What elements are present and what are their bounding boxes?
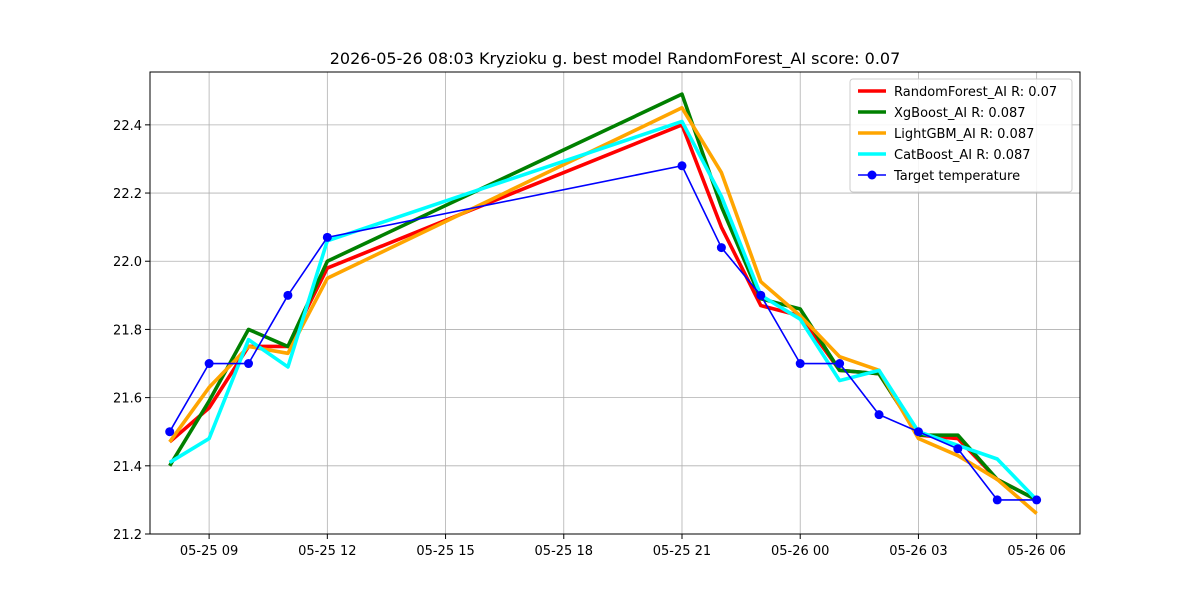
series-line (168, 123, 1038, 502)
x-tick-label: 05-26 03 (889, 544, 947, 559)
data-point (244, 359, 254, 369)
legend-label: RandomForest_AI R: 0.07 (894, 85, 1057, 100)
data-point (756, 290, 766, 300)
y-axis: 21.2 21.4 21.6 21.8 22.0 22.2 22.4 (113, 119, 150, 543)
data-point (795, 359, 805, 369)
legend-label: CatBoost_AI R: 0.087 (894, 148, 1031, 163)
x-tick-label: 05-26 00 (771, 544, 829, 559)
data-point (322, 232, 332, 242)
chart-title: 2026-05-26 08:03 Kryzioku g. best model … (330, 49, 901, 69)
legend-item: RandomForest_AI R: 0.07 (858, 85, 1057, 100)
data-point (716, 243, 726, 253)
x-tick-label: 05-25 12 (298, 544, 356, 559)
legend-label: Target temperature (893, 169, 1020, 184)
x-tick-label: 05-25 15 (416, 544, 474, 559)
data-point (992, 495, 1002, 505)
data-point (1032, 495, 1042, 505)
y-tick-label: 21.2 (113, 528, 142, 543)
y-tick-label: 21.4 (113, 460, 142, 475)
data-point (953, 444, 963, 454)
data-point (204, 359, 214, 369)
data-point (835, 359, 845, 369)
y-tick-label: 21.6 (113, 392, 142, 407)
legend-box (849, 78, 1073, 193)
data-point (283, 290, 293, 300)
legend-marker (867, 170, 877, 180)
legend-item: LightGBM_AI R: 0.087 (858, 127, 1034, 142)
legend-item: CatBoost_AI R: 0.087 (858, 148, 1031, 163)
legend-label: LightGBM_AI R: 0.087 (894, 127, 1034, 142)
x-tick-label: 05-26 06 (1007, 544, 1065, 559)
data-point (913, 427, 923, 437)
data-point (677, 161, 687, 171)
series-layer (165, 92, 1042, 515)
series-4 (165, 161, 1042, 505)
legend-label: XgBoost_AI R: 0.087 (894, 106, 1026, 121)
y-tick-label: 22.0 (113, 255, 142, 270)
y-tick-label: 21.8 (113, 323, 142, 338)
x-axis: 05-25 09 05-25 12 05-25 15 05-25 18 05-25 21… (180, 534, 1066, 559)
y-tick-label: 22.2 (113, 187, 142, 202)
x-tick-label: 05-25 21 (653, 544, 711, 559)
series-0 (168, 123, 1038, 502)
x-tick-label: 05-25 18 (535, 544, 593, 559)
data-point (165, 427, 175, 437)
y-tick-label: 22.4 (113, 119, 142, 134)
data-point (874, 410, 884, 420)
legend: RandomForest_AI R: 0.07 XgBoost_AI R: 0.0… (849, 78, 1073, 193)
x-tick-label: 05-25 09 (180, 544, 238, 559)
legend-item: Target temperature (858, 169, 1020, 184)
legend-item: XgBoost_AI R: 0.087 (858, 106, 1026, 121)
plot-frame (149, 71, 1081, 535)
